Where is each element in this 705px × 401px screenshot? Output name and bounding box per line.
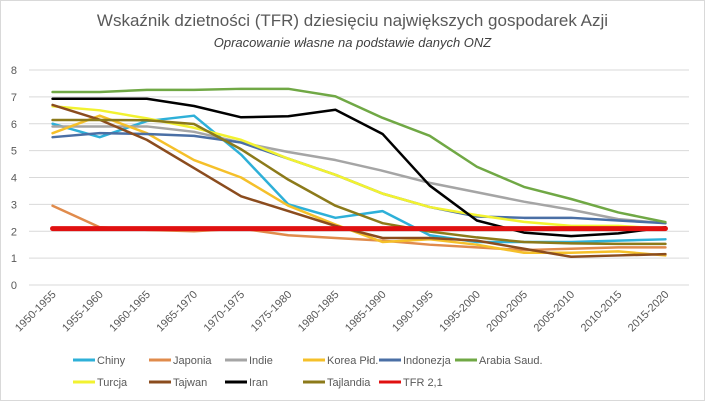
y-tick-label: 1 [11,253,17,265]
y-tick-label: 5 [11,146,17,158]
chart-title: Wskaźnik dzietności (TFR) dziesięciu naj… [96,11,609,30]
x-tick-label: 1980-1985 [296,289,342,335]
x-tick-label: 1965-1970 [154,289,200,335]
x-tick-label: 1960-1965 [107,289,153,335]
legend-label: Tajwan [173,377,207,389]
x-tick-label: 2000-2005 [484,289,530,335]
legend-label: Arabia Saud. [479,355,543,367]
x-tick-label: 2005-2010 [532,289,578,335]
series-line-tajwan [51,103,667,259]
y-tick-label: 6 [11,119,17,131]
x-tick-label: 1995-2000 [437,289,483,335]
y-tick-label: 2 [11,226,17,238]
y-tick-label: 0 [11,280,17,292]
x-tick-label: 1955-1960 [60,289,106,335]
x-tick-label: 1970-1975 [202,289,248,335]
series-line-tajlandia [51,118,667,246]
chart-subtitle: Opracowanie własne na podstawie danych O… [213,35,492,50]
legend-label: Indie [249,355,273,367]
x-tick-label: 2015-2020 [626,289,672,335]
legend-label: Turcja [97,377,128,389]
series-line-indie [51,125,667,225]
y-tick-label: 4 [11,173,17,185]
x-tick-label: 1990-1995 [390,289,436,335]
y-tick-label: 7 [11,92,17,104]
legend-label: TFR 2,1 [403,377,443,389]
x-tick-label: 1985-1990 [343,289,389,335]
series-line-arabia-saud- [51,87,667,224]
legend-label: Indonezja [403,355,452,367]
x-tick-label: 2010-2015 [579,289,625,335]
legend-label: Iran [249,377,268,389]
x-tick-label: 1975-1980 [249,289,295,335]
series-line-iran [51,97,667,238]
legend-label: Tajlandia [327,377,371,389]
y-tick-label: 3 [11,199,17,211]
legend-label: Japonia [173,355,212,367]
series-line-korea-p-d- [51,114,667,257]
legend-label: Korea Płd. [327,355,378,367]
legend-label: Chiny [97,355,126,367]
x-tick-label: 1950-1955 [13,289,59,335]
y-tick-label: 8 [11,65,17,77]
